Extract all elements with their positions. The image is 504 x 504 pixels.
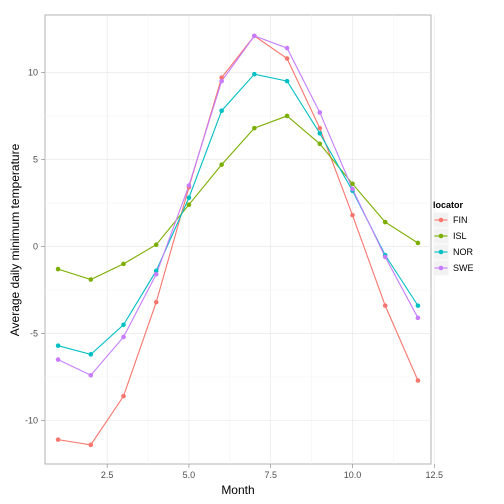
data-point-fin [284,56,290,61]
data-point-fin [415,378,421,383]
data-point-fin [153,299,159,305]
data-point-swe [252,33,257,39]
y-axis-label: Average daily minimum temperature [8,143,22,336]
y-tick-label: 5 [33,154,38,164]
y-tick-label: -5 [30,328,38,338]
data-point-isl [317,141,323,147]
data-point-fin [219,75,224,80]
panel-background [44,14,432,465]
data-point-nor [415,303,421,308]
data-point-fin [121,393,126,399]
data-point-swe [219,78,224,84]
legend-title: locator [433,200,464,210]
series-line-fin [57,35,419,446]
series-line-isl [57,115,419,281]
data-point-nor [252,71,257,77]
data-point-fin [382,303,388,308]
data-point-swe [153,272,159,277]
data-point-nor [88,352,94,357]
data-point-swe [121,334,126,340]
data-point-swe [415,315,421,321]
x-tick-label: 5.0 [183,470,196,480]
data-point-nor [219,108,224,114]
data-point-isl [186,202,192,207]
legend-marker-swe [438,265,444,271]
legend: locator FIN ISL NOR SWE [432,200,474,277]
data-point-swe [88,372,94,378]
x-axis-label: Month [221,483,254,497]
x-tick-label: 12.5 [426,470,444,480]
data-point-isl [121,261,126,267]
data-point-nor [121,322,126,328]
data-point-fin [317,125,323,131]
legend-label-swe: SWE [453,263,474,273]
legend-label-fin: FIN [453,215,468,225]
data-point-nor [317,131,323,136]
data-point-isl [252,125,257,131]
legend-marker-fin [438,217,444,223]
data-point-swe [350,186,355,192]
data-point-swe [186,183,192,188]
y-axis-ticks: -10 -5 0 5 10 [25,67,45,425]
legend-marker-nor [438,249,444,255]
y-tick-label: 10 [28,67,38,77]
data-point-isl [55,266,61,272]
data-point-isl [88,277,94,282]
data-point-nor [55,343,61,348]
data-point-nor [186,195,192,201]
data-point-fin [88,442,94,448]
data-point-swe [382,254,388,260]
data-point-isl [284,113,290,119]
data-point-swe [317,110,323,115]
y-tick-label: 0 [33,241,38,251]
series-lines [57,35,419,446]
data-point-nor [153,268,159,274]
x-axis-ticks: 2.5 5.0 7.5 10.0 12.5 [101,464,443,480]
legend-marker-isl [438,233,444,239]
data-point-isl [350,181,355,187]
x-tick-label: 7.5 [264,470,277,480]
data-point-fin [350,212,355,218]
data-point-fin [55,437,61,442]
data-point-isl [219,162,224,167]
x-tick-label: 2.5 [101,470,114,480]
series-points [55,33,421,448]
data-point-isl [415,240,421,246]
data-point-nor [284,78,290,84]
data-point-swe [284,45,290,51]
y-tick-label: -10 [25,415,38,425]
x-tick-label: 10.0 [344,470,362,480]
grid-minor [45,15,431,464]
data-point-isl [153,242,159,248]
series-line-swe [57,35,419,376]
data-point-swe [55,357,61,362]
data-point-isl [382,219,388,225]
legend-label-nor: NOR [453,247,474,257]
legend-label-isl: ISL [453,231,467,241]
